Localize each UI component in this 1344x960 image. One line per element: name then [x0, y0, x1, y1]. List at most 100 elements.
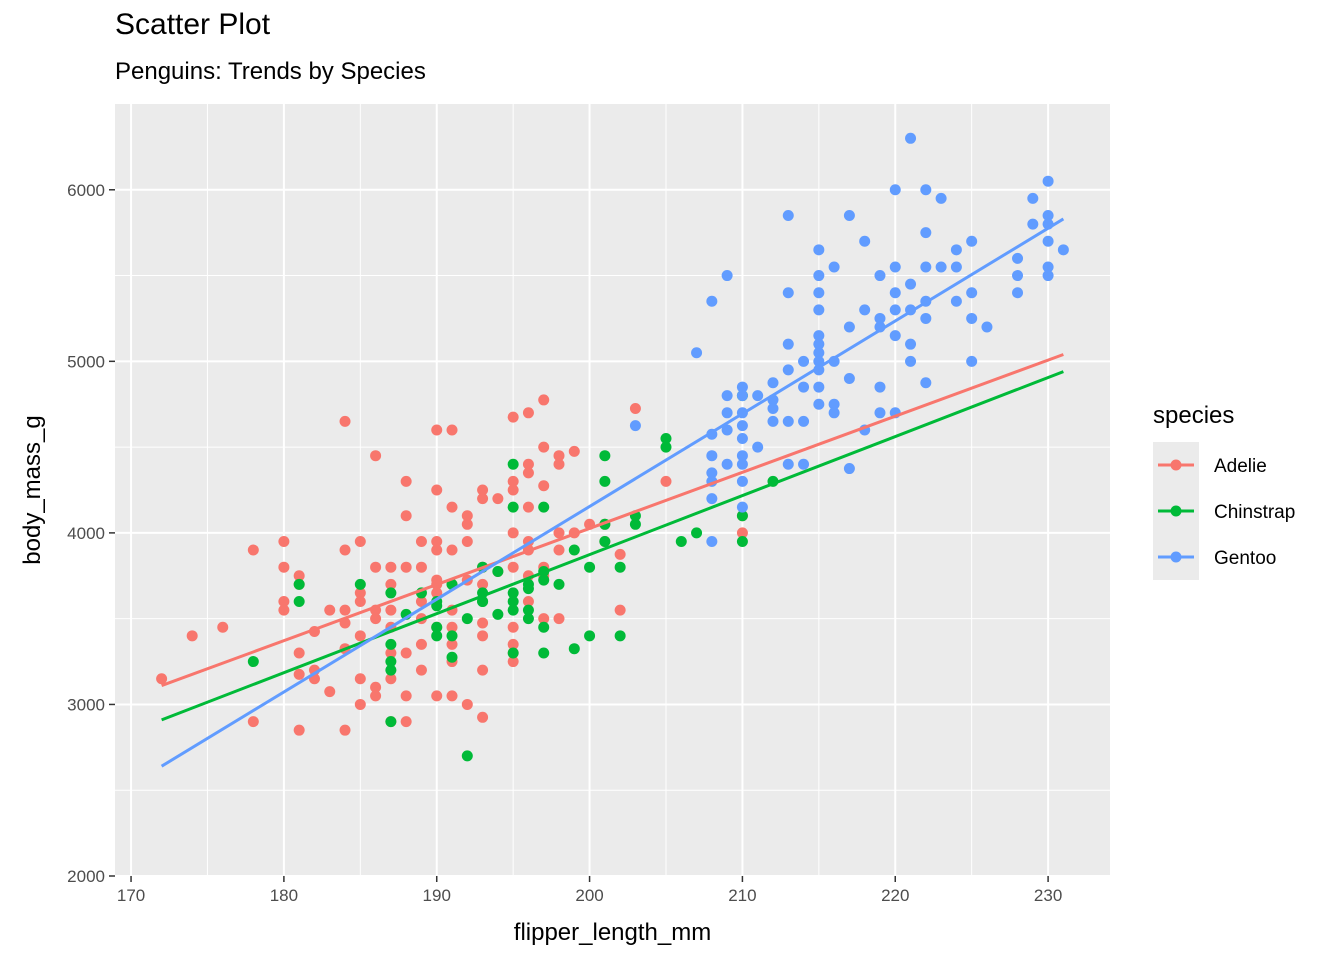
point-gentoo — [721, 390, 733, 402]
point-gentoo — [843, 372, 855, 384]
y-tick-label: 2000 — [67, 867, 105, 886]
point-adelie — [293, 668, 305, 680]
point-gentoo — [721, 270, 733, 282]
point-gentoo — [828, 261, 840, 273]
point-adelie — [354, 673, 366, 685]
point-adelie — [446, 424, 458, 436]
x-tick-label: 200 — [575, 886, 603, 905]
point-adelie — [538, 480, 550, 492]
point-adelie — [477, 711, 489, 723]
point-gentoo — [1042, 210, 1054, 222]
point-adelie — [461, 535, 473, 547]
point-chinstrap — [660, 441, 672, 453]
point-adelie — [385, 561, 397, 573]
point-chinstrap — [599, 475, 611, 487]
point-adelie — [400, 716, 412, 728]
point-adelie — [660, 475, 672, 487]
point-gentoo — [813, 381, 825, 393]
point-gentoo — [828, 407, 840, 419]
plot-panel — [115, 104, 1110, 876]
point-adelie — [278, 604, 290, 616]
point-adelie — [400, 561, 412, 573]
point-chinstrap — [385, 587, 397, 599]
point-adelie — [354, 630, 366, 642]
point-adelie — [477, 617, 489, 629]
point-chinstrap — [522, 578, 534, 590]
point-adelie — [477, 578, 489, 590]
point-gentoo — [736, 501, 748, 513]
point-gentoo — [1012, 252, 1024, 264]
point-gentoo — [889, 287, 901, 299]
point-gentoo — [752, 441, 764, 453]
point-adelie — [538, 441, 550, 453]
point-gentoo — [905, 132, 917, 144]
point-gentoo — [767, 377, 779, 389]
point-chinstrap — [431, 630, 443, 642]
point-chinstrap — [538, 501, 550, 513]
point-adelie — [538, 613, 550, 625]
chart-title: Scatter Plot — [115, 8, 271, 41]
point-adelie — [354, 587, 366, 599]
point-chinstrap — [507, 501, 519, 513]
y-tick-label: 4000 — [67, 524, 105, 543]
point-adelie — [522, 407, 534, 419]
point-chinstrap — [538, 574, 550, 586]
point-chinstrap — [522, 613, 534, 625]
point-adelie — [431, 484, 443, 496]
point-gentoo — [813, 347, 825, 359]
point-adelie — [293, 724, 305, 736]
x-tick-label: 190 — [423, 886, 451, 905]
point-chinstrap — [568, 544, 580, 556]
x-tick-label: 210 — [728, 886, 756, 905]
point-gentoo — [966, 235, 978, 247]
point-gentoo — [721, 424, 733, 436]
point-adelie — [446, 638, 458, 650]
point-gentoo — [629, 420, 641, 432]
point-chinstrap — [247, 656, 259, 668]
point-chinstrap — [507, 604, 519, 616]
point-gentoo — [950, 295, 962, 307]
point-gentoo — [691, 347, 703, 359]
point-chinstrap — [492, 608, 504, 620]
point-chinstrap — [507, 596, 519, 608]
point-gentoo — [920, 377, 932, 389]
point-adelie — [553, 544, 565, 556]
point-adelie — [278, 535, 290, 547]
point-adelie — [568, 445, 580, 457]
point-chinstrap — [354, 578, 366, 590]
point-chinstrap — [599, 450, 611, 462]
point-gentoo — [752, 390, 764, 402]
point-adelie — [431, 535, 443, 547]
point-gentoo — [905, 338, 917, 350]
point-chinstrap — [538, 647, 550, 659]
point-adelie — [461, 698, 473, 710]
legend-point-adelie — [1170, 459, 1182, 471]
point-gentoo — [721, 458, 733, 470]
point-adelie — [293, 647, 305, 659]
point-chinstrap — [385, 664, 397, 676]
point-adelie — [507, 411, 519, 423]
point-gentoo — [813, 287, 825, 299]
point-adelie — [446, 501, 458, 513]
point-adelie — [385, 647, 397, 659]
point-chinstrap — [507, 587, 519, 599]
minor-gridlines — [115, 104, 1110, 876]
point-gentoo — [736, 475, 748, 487]
x-tick-label: 220 — [881, 886, 909, 905]
legend-point-gentoo — [1170, 551, 1182, 563]
point-adelie — [370, 690, 382, 702]
point-adelie — [507, 475, 519, 487]
point-adelie — [339, 724, 351, 736]
point-gentoo — [1042, 261, 1054, 273]
point-gentoo — [706, 295, 718, 307]
point-gentoo — [813, 330, 825, 342]
point-gentoo — [1012, 287, 1024, 299]
point-adelie — [385, 604, 397, 616]
point-adelie — [553, 458, 565, 470]
point-gentoo — [1042, 270, 1054, 282]
point-gentoo — [905, 355, 917, 367]
point-adelie — [492, 493, 504, 505]
point-gentoo — [843, 463, 855, 475]
point-adelie — [278, 561, 290, 573]
